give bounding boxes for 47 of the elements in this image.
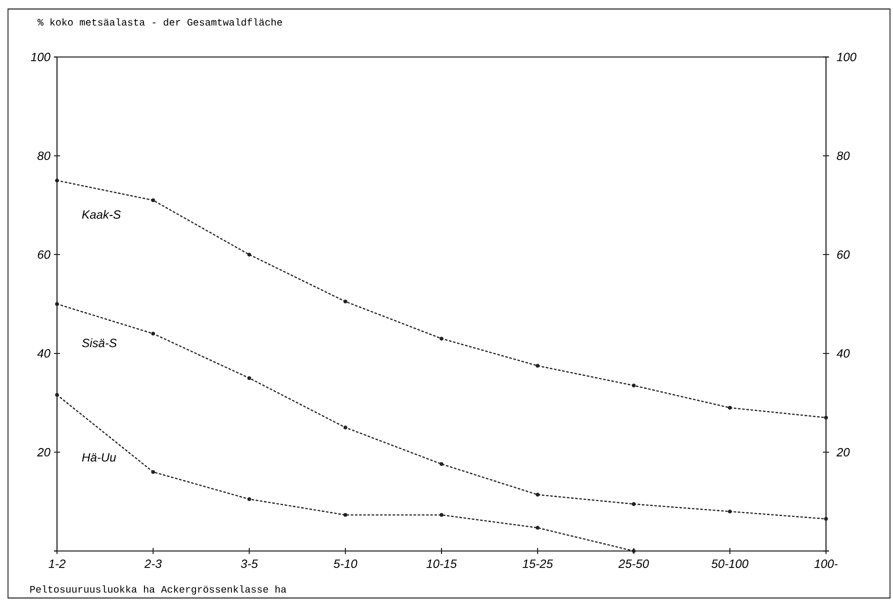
y2-tick-label: 20 [836,448,850,456]
point [632,384,636,388]
x-tick-label: 3-5 [240,560,258,568]
x-tick-label: 5-10 [334,560,358,568]
point [343,426,348,430]
y2-tick-label: 60 [837,250,850,259]
point [151,332,156,336]
point [247,252,252,256]
point [343,513,348,517]
y2-tick-label: 100 [836,52,856,62]
y-tick-label: 20 [37,448,50,456]
point [151,198,156,202]
x-tick-label: 10-15 [426,560,457,568]
point [55,393,59,397]
point [247,497,252,502]
point [632,549,636,553]
point [343,300,348,304]
point [728,510,732,514]
x-tick-label: 25-50 [618,560,649,568]
point [55,302,59,306]
y2-tick-label: 40 [836,349,850,358]
point [632,502,636,506]
y2-tick-label: 80 [836,152,850,160]
x-tick-label: 1-2 [48,560,66,568]
point [536,492,540,497]
y-tick-label: 40 [37,349,50,358]
point [536,526,540,530]
x-tick-label: 100- [814,560,838,568]
series-label: Sisä-S [82,338,117,348]
x-axis-title: Peltosuuruusluokka ha Ackergrössenklasse ha [30,585,286,595]
y-tick-label: 100 [30,52,50,62]
point [728,406,732,410]
point [440,513,444,517]
x-tick-label: 2-3 [144,560,162,568]
point [440,462,444,466]
series-label: Kaak-S [82,210,121,219]
series-label: Hä-Uu [82,453,116,462]
y-tick-label: 60 [38,250,50,259]
point [151,470,156,474]
x-tick-label: 50-100 [712,560,748,568]
point [55,178,59,182]
chart-title: % koko metsäalasta - der Gesamtwaldfläche [38,18,282,26]
x-tick-label: 15-25 [522,560,553,568]
point [536,364,540,368]
point [440,336,444,340]
y-tick-label: 80 [38,152,50,160]
point [247,376,252,380]
